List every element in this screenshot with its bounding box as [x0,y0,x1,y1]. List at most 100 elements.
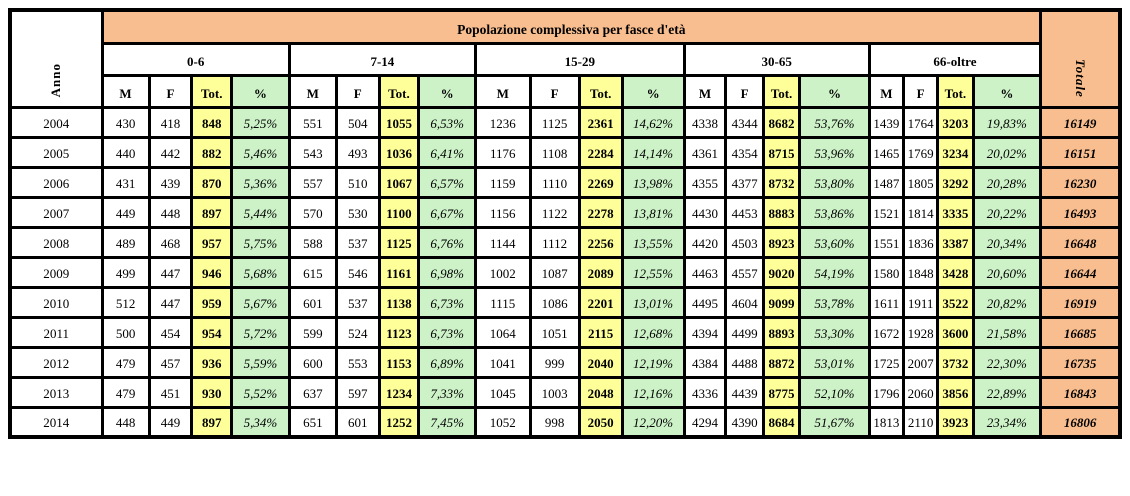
pct-cell: 51,67% [798,405,871,439]
pct-cell: 5,44% [230,195,291,229]
tot-cell: 2269 [577,165,624,199]
totale-cell: 16493 [1039,195,1122,229]
pct-cell: 5,52% [230,375,291,409]
m-cell: 4394 [682,315,728,349]
pct-cell: 12,68% [620,315,686,349]
m-cell: 1159 [473,165,532,199]
f-cell: 1086 [528,285,581,319]
year-cell: 2004 [8,105,104,139]
m-cell: 1521 [867,195,905,229]
tot-cell: 2040 [577,345,624,379]
tot-cell: 8883 [761,195,802,229]
sub-header-pct: % [798,73,871,109]
m-cell: 500 [100,315,151,349]
pct-cell: 14,62% [620,105,686,139]
totale-cell: 16644 [1039,255,1122,289]
tot-cell: 9020 [761,255,802,289]
tot-cell: 8715 [761,135,802,169]
year-cell: 2009 [8,255,104,289]
pct-cell: 22,30% [971,345,1043,379]
sub-header-pct: % [620,73,686,109]
f-cell: 4354 [724,135,765,169]
pct-cell: 23,34% [971,405,1043,439]
f-cell: 449 [147,405,194,439]
pct-cell: 20,82% [971,285,1043,319]
pct-cell: 21,58% [971,315,1043,349]
sub-header-f: F [724,73,765,109]
m-cell: 543 [287,135,338,169]
year-cell: 2013 [8,375,104,409]
pct-cell: 7,45% [417,405,477,439]
totale-cell: 16151 [1039,135,1122,169]
f-cell: 1108 [528,135,581,169]
pct-cell: 12,55% [620,255,686,289]
m-cell: 1156 [473,195,532,229]
pct-cell: 13,81% [620,195,686,229]
m-cell: 1672 [867,315,905,349]
tot-cell: 1125 [377,225,421,259]
m-cell: 499 [100,255,151,289]
tot-cell: 2201 [577,285,624,319]
f-cell: 4377 [724,165,765,199]
tot-cell: 8682 [761,105,802,139]
m-cell: 448 [100,405,151,439]
pct-cell: 53,96% [798,135,871,169]
pct-cell: 53,80% [798,165,871,199]
f-cell: 4557 [724,255,765,289]
totale-cell: 16149 [1039,105,1122,139]
tot-cell: 8732 [761,165,802,199]
table-row: 2013 479 451 930 5,52% 637 597 1234 7,33% 1045 100… [8,375,1122,409]
age-group-0-6: 0-6 [100,41,291,77]
pct-cell: 6,41% [417,135,477,169]
m-cell: 489 [100,225,151,259]
f-cell: 1110 [528,165,581,199]
sub-header-f: F [901,73,940,109]
m-cell: 430 [100,105,151,139]
tot-cell: 957 [190,225,233,259]
tot-cell: 3856 [936,375,975,409]
f-cell: 4390 [724,405,765,439]
header-group-row: 0-6 7-14 15-29 30-65 66-oltre [10,41,1120,77]
year-cell: 2006 [8,165,104,199]
tot-cell: 3292 [936,165,975,199]
m-cell: 4384 [682,345,728,379]
table-row: 2014 448 449 897 5,34% 651 601 1252 7,45% 1052 998… [8,405,1122,439]
f-cell: 447 [147,285,194,319]
pct-cell: 13,01% [620,285,686,319]
population-table: Anno Popolazione complessiva per fasce d… [8,8,1122,439]
f-cell: 1911 [901,285,940,319]
pct-cell: 20,02% [971,135,1043,169]
header-sub-row: M F Tot. % M F Tot. % M F Tot. % M F Tot… [10,73,1120,109]
totale-cell: 16919 [1039,285,1122,319]
tot-cell: 954 [190,315,233,349]
sub-header-f: F [334,73,381,109]
f-cell: 998 [528,405,581,439]
sub-header-m: M [100,73,151,109]
f-cell: 1769 [901,135,940,169]
f-cell: 537 [334,225,381,259]
f-cell: 524 [334,315,381,349]
year-cell: 2007 [8,195,104,229]
m-cell: 1045 [473,375,532,409]
pct-cell: 20,34% [971,225,1043,259]
f-cell: 468 [147,225,194,259]
m-cell: 551 [287,105,338,139]
sub-header-f: F [147,73,194,109]
tot-cell: 946 [190,255,233,289]
table-row: 2007 449 448 897 5,44% 570 530 1100 6,67% 1156 112… [8,195,1122,229]
f-cell: 2007 [901,345,940,379]
m-cell: 4495 [682,285,728,319]
f-cell: 2110 [901,405,940,439]
pct-cell: 12,20% [620,405,686,439]
tot-cell: 2278 [577,195,624,229]
f-cell: 4453 [724,195,765,229]
pct-cell: 6,89% [417,345,477,379]
m-cell: 615 [287,255,338,289]
pct-cell: 5,34% [230,405,291,439]
totale-cell: 16648 [1039,225,1122,259]
f-cell: 4488 [724,345,765,379]
pct-cell: 5,75% [230,225,291,259]
f-cell: 442 [147,135,194,169]
f-cell: 447 [147,255,194,289]
